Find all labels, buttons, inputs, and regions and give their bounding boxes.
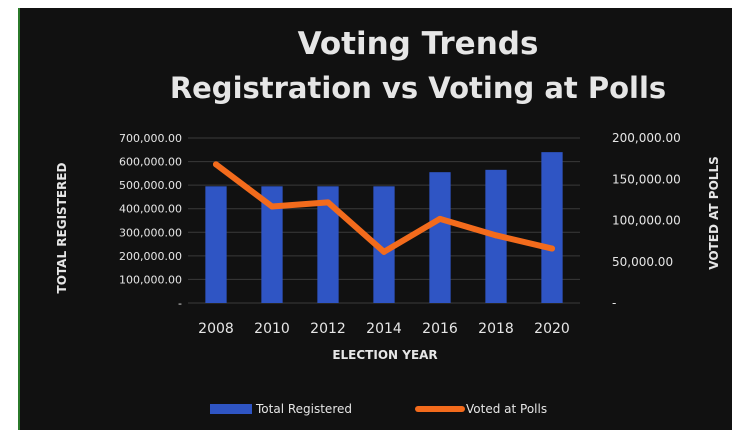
bar [317,186,339,303]
bar [541,152,563,303]
legend-label-voted-at-polls: Voted at Polls [466,402,547,416]
chart-canvas: Voting Trends Registration vs Voting at … [55,26,721,416]
x-tick-label: 2012 [310,321,346,337]
line-point [549,245,555,252]
chart-subtitle: Registration vs Voting at Polls [170,71,666,105]
line-point [381,248,387,255]
y-axis-right: - 50,000.00 100,000.00 150,000.00 200,000.00 [612,131,681,310]
x-tick-label: 2020 [534,321,570,337]
x-tick-label: 2008 [198,321,234,337]
y-left-tick-label: 100,000.00 [119,273,182,286]
y-left-tick-label: 400,000.00 [119,203,182,216]
x-tick-label: 2016 [422,321,458,337]
legend: Total Registered Voted at Polls [210,402,547,416]
y-left-tick-label: 200,000.00 [119,250,182,263]
legend-swatch-total-registered [210,404,252,414]
y-right-tick-label: - [612,296,616,310]
line-point [437,215,443,222]
y-axis-right-label: VOTED AT POLLS [707,156,721,269]
x-tick-label: 2014 [366,321,402,337]
y-axis-left: - 100,000.00 200,000.00 300,000.00 400,000.0… [119,132,182,310]
bar-series [205,152,563,303]
y-axis-left-label: TOTAL REGISTERED [55,163,69,294]
legend-label-total-registered: Total Registered [255,402,352,416]
x-axis-label: ELECTION YEAR [332,348,437,362]
bar [429,172,451,303]
x-axis: 2008 2010 2012 2014 2016 2018 2020 [198,321,570,337]
x-tick-label: 2010 [254,321,290,337]
chart-title: Voting Trends [298,26,539,62]
line-point [213,161,219,168]
bar [205,186,227,303]
y-left-tick-label: 700,000.00 [119,132,182,145]
bar [261,186,283,303]
y-left-tick-label: 500,000.00 [119,179,182,192]
y-right-tick-label: 50,000.00 [612,255,673,269]
y-left-tick-label: - [178,297,182,310]
chart-frame: Voting Trends Registration vs Voting at … [18,8,732,430]
x-tick-label: 2018 [478,321,514,337]
line-point [325,199,331,206]
y-right-tick-label: 150,000.00 [612,172,681,186]
line-point [493,232,499,239]
y-left-tick-label: 600,000.00 [119,156,182,169]
y-left-tick-label: 300,000.00 [119,226,182,239]
line-point [269,203,275,210]
y-right-tick-label: 200,000.00 [612,131,681,145]
line-series [213,161,555,255]
y-right-tick-label: 100,000.00 [612,214,681,228]
bar [373,186,395,303]
